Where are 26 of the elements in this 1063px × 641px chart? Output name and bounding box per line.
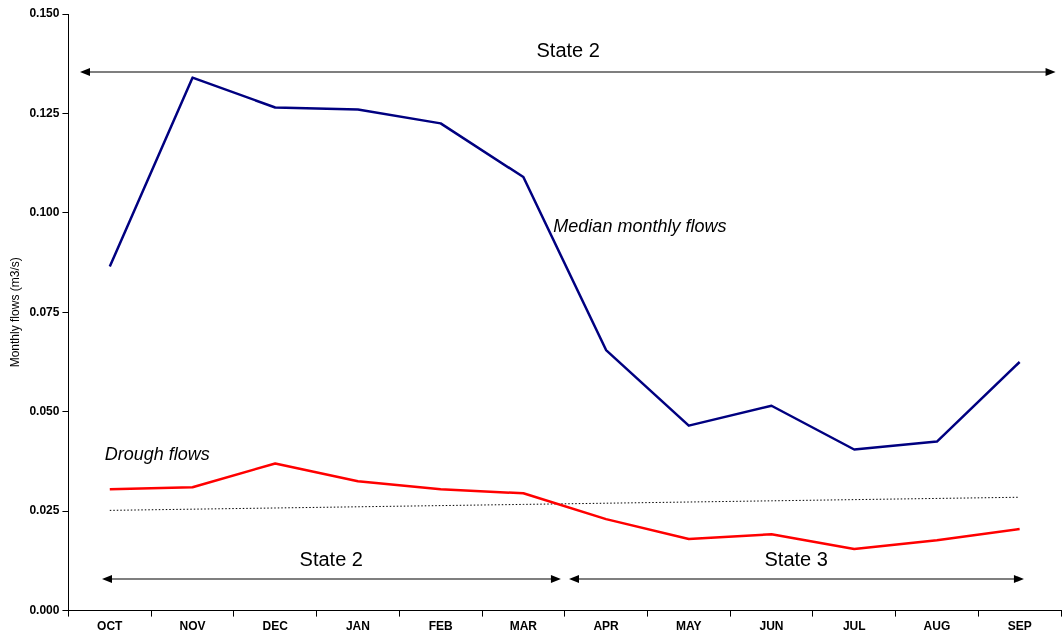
x-tick-label: FEB — [428, 619, 453, 634]
y-tick-label: 0.075 — [29, 304, 60, 319]
series-label: Median monthly flows — [553, 215, 727, 236]
annotation: State 2 — [299, 548, 363, 571]
x-tick-label: JUL — [842, 619, 866, 634]
x-tick-label: MAY — [676, 619, 702, 634]
y-tick-label: 0.150 — [29, 6, 60, 21]
x-tick-label: NOV — [179, 619, 206, 634]
series-label: Drough flows — [104, 444, 210, 465]
x-tick-label: JUN — [759, 619, 784, 634]
annotation: State 3 — [764, 548, 828, 571]
x-tick-label: AUG — [923, 619, 951, 634]
y-tick-label: 0.100 — [29, 205, 60, 220]
x-tick-label: DEC — [262, 619, 289, 634]
x-tick-label: SEP — [1007, 619, 1032, 634]
line-series — [109, 496, 1021, 511]
y-tick-label: 0.050 — [29, 404, 60, 419]
y-axis-title: Monthly flows (m3/s) — [7, 257, 22, 368]
x-tick-label: MAR — [509, 619, 538, 634]
x-tick-label: OCT — [97, 619, 124, 634]
y-tick-label: 0.025 — [29, 503, 60, 518]
x-tick-label: APR — [593, 619, 620, 634]
y-tick-label: 0.125 — [29, 105, 60, 120]
annotation: State 2 — [536, 39, 600, 62]
x-tick-label: JAN — [345, 619, 370, 634]
y-tick-label: 0.000 — [29, 602, 60, 617]
